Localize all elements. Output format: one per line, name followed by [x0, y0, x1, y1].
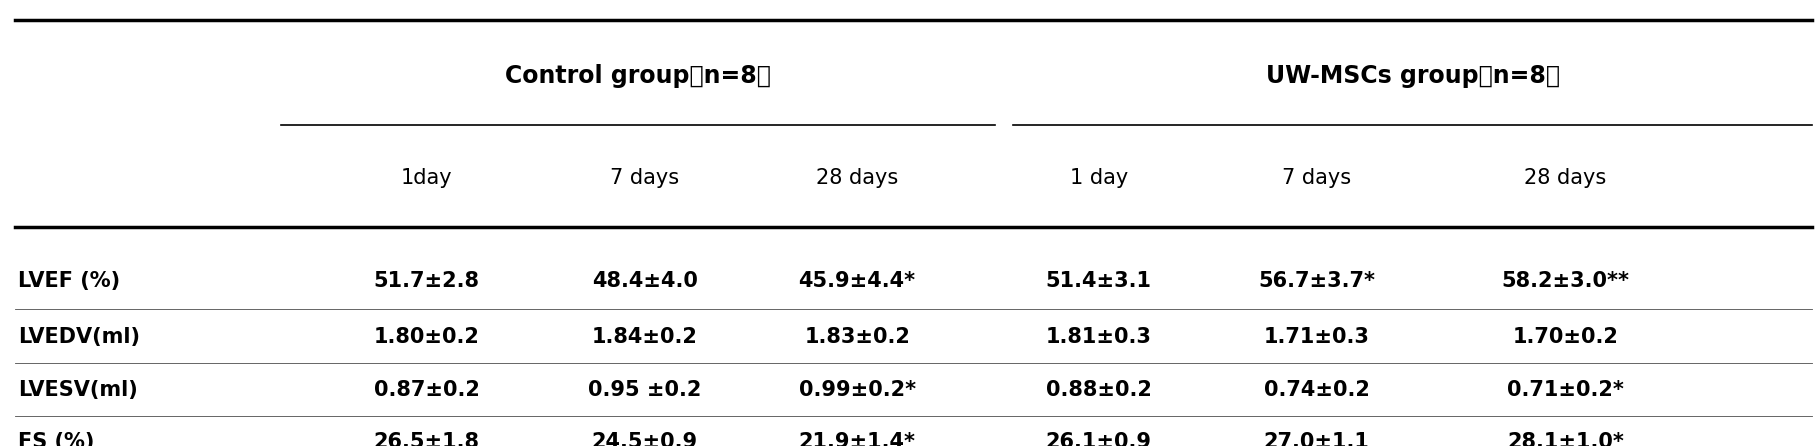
Text: 0.99±0.2*: 0.99±0.2* [799, 380, 915, 400]
Text: 58.2±3.0**: 58.2±3.0** [1502, 271, 1629, 291]
Text: LVEDV(ml): LVEDV(ml) [18, 327, 140, 347]
Text: 1.83±0.2: 1.83±0.2 [804, 327, 910, 347]
Text: 7 days: 7 days [1282, 169, 1351, 188]
Text: FS (%): FS (%) [18, 432, 94, 446]
Text: 48.4±4.0: 48.4±4.0 [592, 271, 697, 291]
Text: 0.71±0.2*: 0.71±0.2* [1507, 380, 1624, 400]
Text: 1.70±0.2: 1.70±0.2 [1513, 327, 1618, 347]
Text: 28 days: 28 days [815, 169, 899, 188]
Text: 51.7±2.8: 51.7±2.8 [374, 271, 479, 291]
Text: 26.1±0.9: 26.1±0.9 [1046, 432, 1151, 446]
Text: 0.74±0.2: 0.74±0.2 [1264, 380, 1369, 400]
Text: 28 days: 28 days [1524, 169, 1607, 188]
Text: LVEF (%): LVEF (%) [18, 271, 120, 291]
Text: 7 days: 7 days [610, 169, 679, 188]
Text: 1.71±0.3: 1.71±0.3 [1264, 327, 1369, 347]
Text: Control group（n=8）: Control group（n=8） [505, 64, 772, 88]
Text: 0.87±0.2: 0.87±0.2 [374, 380, 479, 400]
Text: 26.5±1.8: 26.5±1.8 [374, 432, 479, 446]
Text: 56.7±3.7*: 56.7±3.7* [1258, 271, 1375, 291]
Text: 1.81±0.3: 1.81±0.3 [1046, 327, 1151, 347]
Text: LVESV(ml): LVESV(ml) [18, 380, 138, 400]
Text: 28.1±1.0*: 28.1±1.0* [1507, 432, 1624, 446]
Text: 1day: 1day [401, 169, 452, 188]
Text: 1.84±0.2: 1.84±0.2 [592, 327, 697, 347]
Text: 0.88±0.2: 0.88±0.2 [1046, 380, 1151, 400]
Text: 1 day: 1 day [1070, 169, 1128, 188]
Text: 51.4±3.1: 51.4±3.1 [1046, 271, 1151, 291]
Text: 45.9±4.4*: 45.9±4.4* [799, 271, 915, 291]
Text: 1.80±0.2: 1.80±0.2 [374, 327, 479, 347]
Text: 24.5±0.9: 24.5±0.9 [592, 432, 697, 446]
Text: 21.9±1.4*: 21.9±1.4* [799, 432, 915, 446]
Text: 0.95 ±0.2: 0.95 ±0.2 [588, 380, 701, 400]
Text: UW-MSCs group（n=8）: UW-MSCs group（n=8） [1266, 64, 1560, 88]
Text: 27.0±1.1: 27.0±1.1 [1264, 432, 1369, 446]
